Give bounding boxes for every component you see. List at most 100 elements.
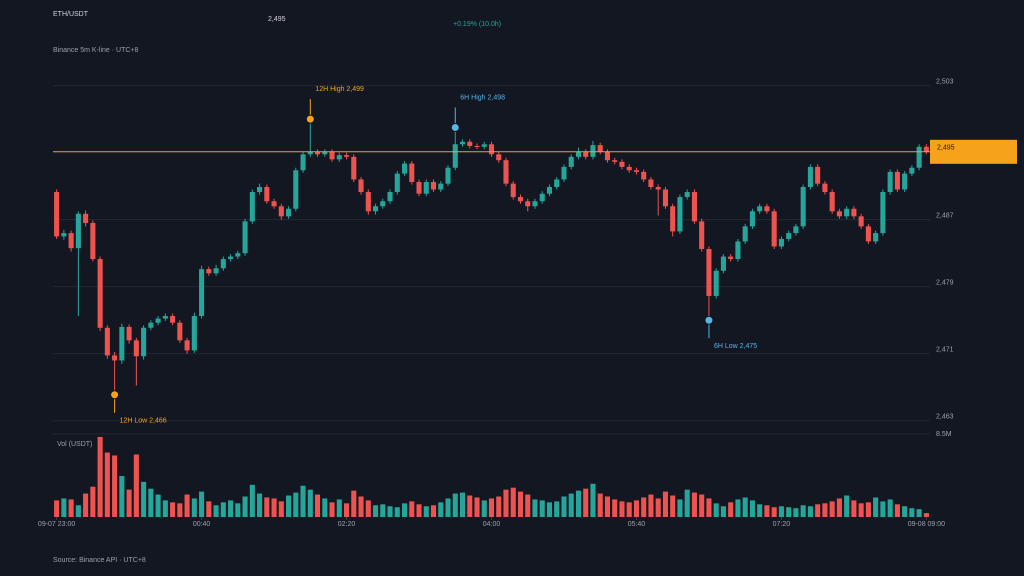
candle-body	[387, 192, 393, 202]
price-change: +0.19% (10.0h)	[453, 21, 501, 28]
candle-body	[365, 192, 371, 212]
volume-bar	[800, 505, 806, 517]
candle-body	[575, 151, 582, 157]
volume-bar	[894, 504, 900, 517]
candle-body	[286, 208, 292, 217]
volume-bar	[365, 500, 371, 517]
volume-bar	[148, 488, 154, 517]
x-tick-label: 09-07 23:00	[38, 521, 75, 528]
candle-body	[916, 146, 922, 168]
volume-bar	[315, 494, 321, 517]
volume-bar	[293, 492, 299, 517]
volume-bar	[525, 494, 531, 517]
candle-body	[525, 201, 531, 207]
candle-body	[670, 206, 676, 232]
volume-bar	[430, 505, 437, 517]
candle-body	[481, 144, 487, 147]
annotation-marker	[110, 390, 120, 400]
candle-body	[749, 211, 755, 227]
volume-bar	[488, 498, 495, 517]
candle-body	[800, 187, 806, 227]
volume-bar	[829, 501, 835, 517]
candle-body	[894, 171, 900, 190]
volume-bar	[764, 505, 770, 517]
volume-bar	[604, 496, 611, 517]
candle-body	[97, 259, 103, 328]
volume-bar	[155, 494, 161, 517]
candle-body	[133, 340, 139, 357]
volume-bar	[97, 436, 103, 517]
volume-bar	[126, 489, 132, 517]
volume-bar	[909, 508, 915, 517]
volume-bar	[923, 513, 929, 517]
candle-body	[626, 166, 632, 171]
volume-bar	[452, 493, 458, 517]
candle-body	[372, 206, 379, 212]
volume-bar	[880, 501, 886, 517]
candle-body	[394, 173, 400, 193]
volume-bar	[510, 487, 516, 517]
volume-bar	[372, 505, 379, 517]
volume-bar	[691, 492, 697, 517]
candle-body	[90, 223, 96, 260]
candle-body	[430, 181, 437, 190]
candle-body	[561, 166, 567, 180]
candle-body	[409, 163, 415, 182]
volume-bar	[873, 497, 879, 517]
candle-body	[401, 163, 408, 174]
annotation-label: 12H High 2,499	[315, 86, 364, 93]
candle-body	[648, 179, 654, 187]
candle-body	[155, 318, 161, 323]
current-price-box	[930, 139, 1017, 164]
volume-bar	[104, 452, 110, 517]
annotation-label: 12H Low 2,466	[120, 418, 167, 425]
volume-bar	[728, 502, 734, 517]
candle-body	[851, 208, 857, 217]
volume-bar	[387, 506, 393, 517]
volume-bar	[235, 503, 241, 517]
annotation-label: 6H Low 2,475	[714, 343, 757, 350]
volume-bar	[481, 500, 487, 517]
candle-body	[604, 151, 611, 161]
candle-body	[177, 322, 183, 341]
volume-bar	[583, 488, 589, 517]
volume-bar	[648, 494, 654, 517]
volume-bar	[271, 498, 277, 517]
candle-body	[532, 201, 538, 207]
volume-bar	[322, 498, 328, 517]
volume-bar	[626, 502, 632, 517]
candle-body	[677, 197, 683, 232]
candle-body	[742, 226, 748, 242]
volume-bar	[757, 504, 763, 517]
candle-body	[148, 322, 154, 328]
volume-bar	[844, 495, 850, 517]
volume-bar	[206, 501, 212, 517]
volume-bar	[257, 493, 263, 517]
volume-bar	[177, 503, 183, 517]
candle-body	[293, 170, 299, 209]
candle-body	[662, 189, 668, 207]
volume-bar	[286, 495, 292, 517]
candle-body	[655, 187, 661, 190]
volume-bar	[554, 501, 560, 517]
candle-body	[844, 208, 850, 217]
y-tick-label: 2,487	[936, 213, 954, 220]
candle-body	[887, 171, 893, 193]
candle-body	[162, 316, 168, 319]
volume-bar	[141, 481, 147, 517]
volume-bar	[496, 496, 502, 517]
volume-bar	[902, 506, 908, 517]
candle-body	[474, 145, 480, 147]
candle-body	[257, 187, 263, 193]
candle-body	[836, 211, 842, 217]
volume-bar	[822, 503, 828, 517]
candle-body	[909, 167, 915, 174]
y-tick-label: 2,503	[936, 78, 954, 85]
candle-body	[467, 141, 473, 146]
volume-bar	[561, 496, 567, 517]
candle-body	[199, 269, 205, 317]
candle-body	[684, 192, 690, 198]
y-tick-label: 2,479	[936, 280, 954, 287]
candle-body	[271, 201, 277, 207]
